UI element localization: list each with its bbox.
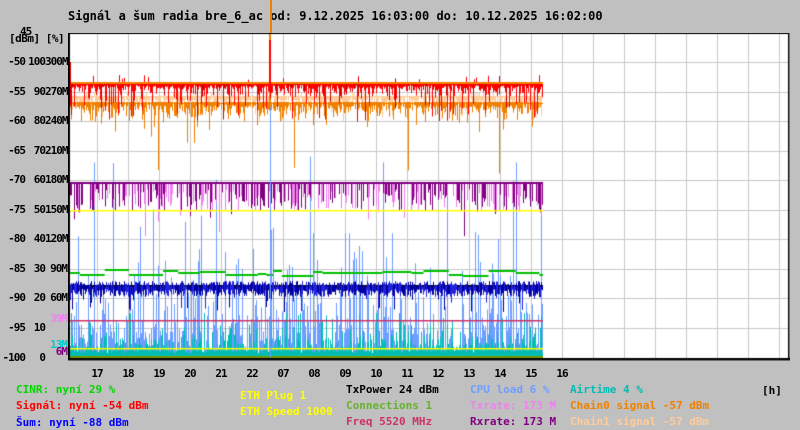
y-axis-tick-row: -65 70 210M xyxy=(1,143,69,157)
y-axis-tick-row: -100 0 xyxy=(1,351,67,364)
rate-marker-label: 6M xyxy=(55,344,68,358)
x-axis-tick: 16 xyxy=(556,367,568,380)
x-axis-tick: 22 xyxy=(246,367,258,380)
legend-noise: Šum: nyní -88 dBm xyxy=(16,416,129,429)
plot-area xyxy=(68,33,790,361)
y-axis-tick: 180M xyxy=(45,173,69,187)
y-axis-tick: 20 xyxy=(33,291,46,305)
legend-rxrate: Rxrate: 173 M xyxy=(470,415,557,428)
y-axis-header: [dBm] [%] xyxy=(9,32,65,45)
legend-eth-speed: ETH Speed 1000 xyxy=(240,405,333,418)
legend-freq: Freq 5520 MHz xyxy=(346,415,433,428)
y-axis-tick-row: -90 20 60M xyxy=(1,291,68,305)
y-axis-tick: -75 xyxy=(8,202,26,216)
x-axis-tick: 10 xyxy=(370,367,382,380)
y-axis-tick-row: -55 90 270M xyxy=(1,84,69,98)
legend-eth-plug: ETH Plug 1 xyxy=(240,389,307,402)
legend-airtime: Airtime 4 % xyxy=(570,383,643,396)
y-axis-tick: 90M xyxy=(50,261,68,275)
y-axis-tick-row: -60 80 240M xyxy=(1,114,69,128)
y-axis-tick: 0 xyxy=(39,350,46,364)
rate-marker-label: 39M xyxy=(50,312,68,326)
y-axis-tick-row: -80 40 120M xyxy=(1,232,69,246)
y-axis-tick-row: -50 100 300M xyxy=(1,55,69,68)
y-axis-tick: 100 xyxy=(28,55,46,68)
y-axis-tick: -50 xyxy=(8,55,26,68)
x-axis-tick: 11 xyxy=(401,367,413,380)
y-axis-tick: 10 xyxy=(33,320,46,334)
x-axis-tick: 07 xyxy=(277,367,289,380)
y-axis-tick: 270M xyxy=(45,84,69,98)
y-axis-tick: 40 xyxy=(33,232,46,246)
y-axis-tick: 90 xyxy=(33,84,46,98)
y-axis-tick-row: -70 60 180M xyxy=(1,173,69,187)
x-axis-tick: 21 xyxy=(215,367,227,380)
x-axis-tick: 18 xyxy=(122,367,134,380)
y-axis-tick: 120M xyxy=(45,232,69,246)
legend-cpu-load: CPU load 6 % xyxy=(470,383,550,396)
y-axis-tick: 240M xyxy=(45,114,69,128)
y-axis-tick: -80 xyxy=(8,232,26,246)
y-axis-tick-row: -95 10 xyxy=(1,321,67,334)
x-axis-tick: 12 xyxy=(432,367,444,380)
x-axis-tick: 13 xyxy=(463,367,475,380)
legend-cinr: CINR: nyní 29 % xyxy=(16,383,116,396)
legend-connections: Connections 1 xyxy=(346,399,433,412)
y-axis-tick: 210M xyxy=(45,143,69,157)
y-axis-tick: 60 xyxy=(33,173,46,187)
chart-title: Signál a šum radia bre_6_ac od: 9.12.202… xyxy=(68,9,603,23)
y-axis-tick: 70 xyxy=(33,143,46,157)
y-axis-tick-row: -75 50 150M xyxy=(1,202,69,216)
y-axis-peak-label: 45 xyxy=(20,25,32,38)
x-axis-tick: 17 xyxy=(91,367,103,380)
rate-marker-label: 13M xyxy=(50,337,68,351)
y-axis-tick: 60M xyxy=(50,291,68,305)
y-axis-tick: -55 xyxy=(8,84,26,98)
y-axis-tick: -90 xyxy=(8,291,26,305)
y-axis-tick: 50 xyxy=(33,202,46,216)
y-axis-tick: -100 xyxy=(2,350,27,364)
y-axis-tick: 150M xyxy=(45,202,69,216)
legend-chain1-signal: Chain1 signal -57 dBm xyxy=(570,415,710,428)
y-axis-tick: -70 xyxy=(8,173,26,187)
y-axis-tick: 30 xyxy=(33,261,46,275)
y-axis-tick: 80 xyxy=(33,114,46,128)
x-axis-tick: 15 xyxy=(525,367,537,380)
chart-canvas xyxy=(68,33,790,361)
y-axis-tick: -95 xyxy=(8,320,26,334)
y-axis-tick-row: -85 30 90M xyxy=(1,261,68,275)
event-spike-overlay xyxy=(270,0,272,33)
x-axis-tick: 08 xyxy=(308,367,320,380)
x-axis-tick: 20 xyxy=(184,367,196,380)
x-axis-unit-label: [h] xyxy=(762,384,782,397)
y-axis-tick: -65 xyxy=(8,143,26,157)
legend-signal: Signál: nyní -54 dBm xyxy=(16,399,149,412)
y-axis-tick: 300M xyxy=(45,55,69,68)
y-axis-tick: -85 xyxy=(8,261,26,275)
y-axis-tick: -60 xyxy=(8,114,26,128)
x-axis-tick: 14 xyxy=(494,367,506,380)
legend-chain0-signal: Chain0 signal -57 dBm xyxy=(570,399,710,412)
legend-txpower: TxPower 24 dBm xyxy=(346,383,439,396)
x-axis-tick: 19 xyxy=(153,367,165,380)
x-axis-tick: 09 xyxy=(339,367,351,380)
legend-txrate: Txrate: 173 M xyxy=(470,399,557,412)
